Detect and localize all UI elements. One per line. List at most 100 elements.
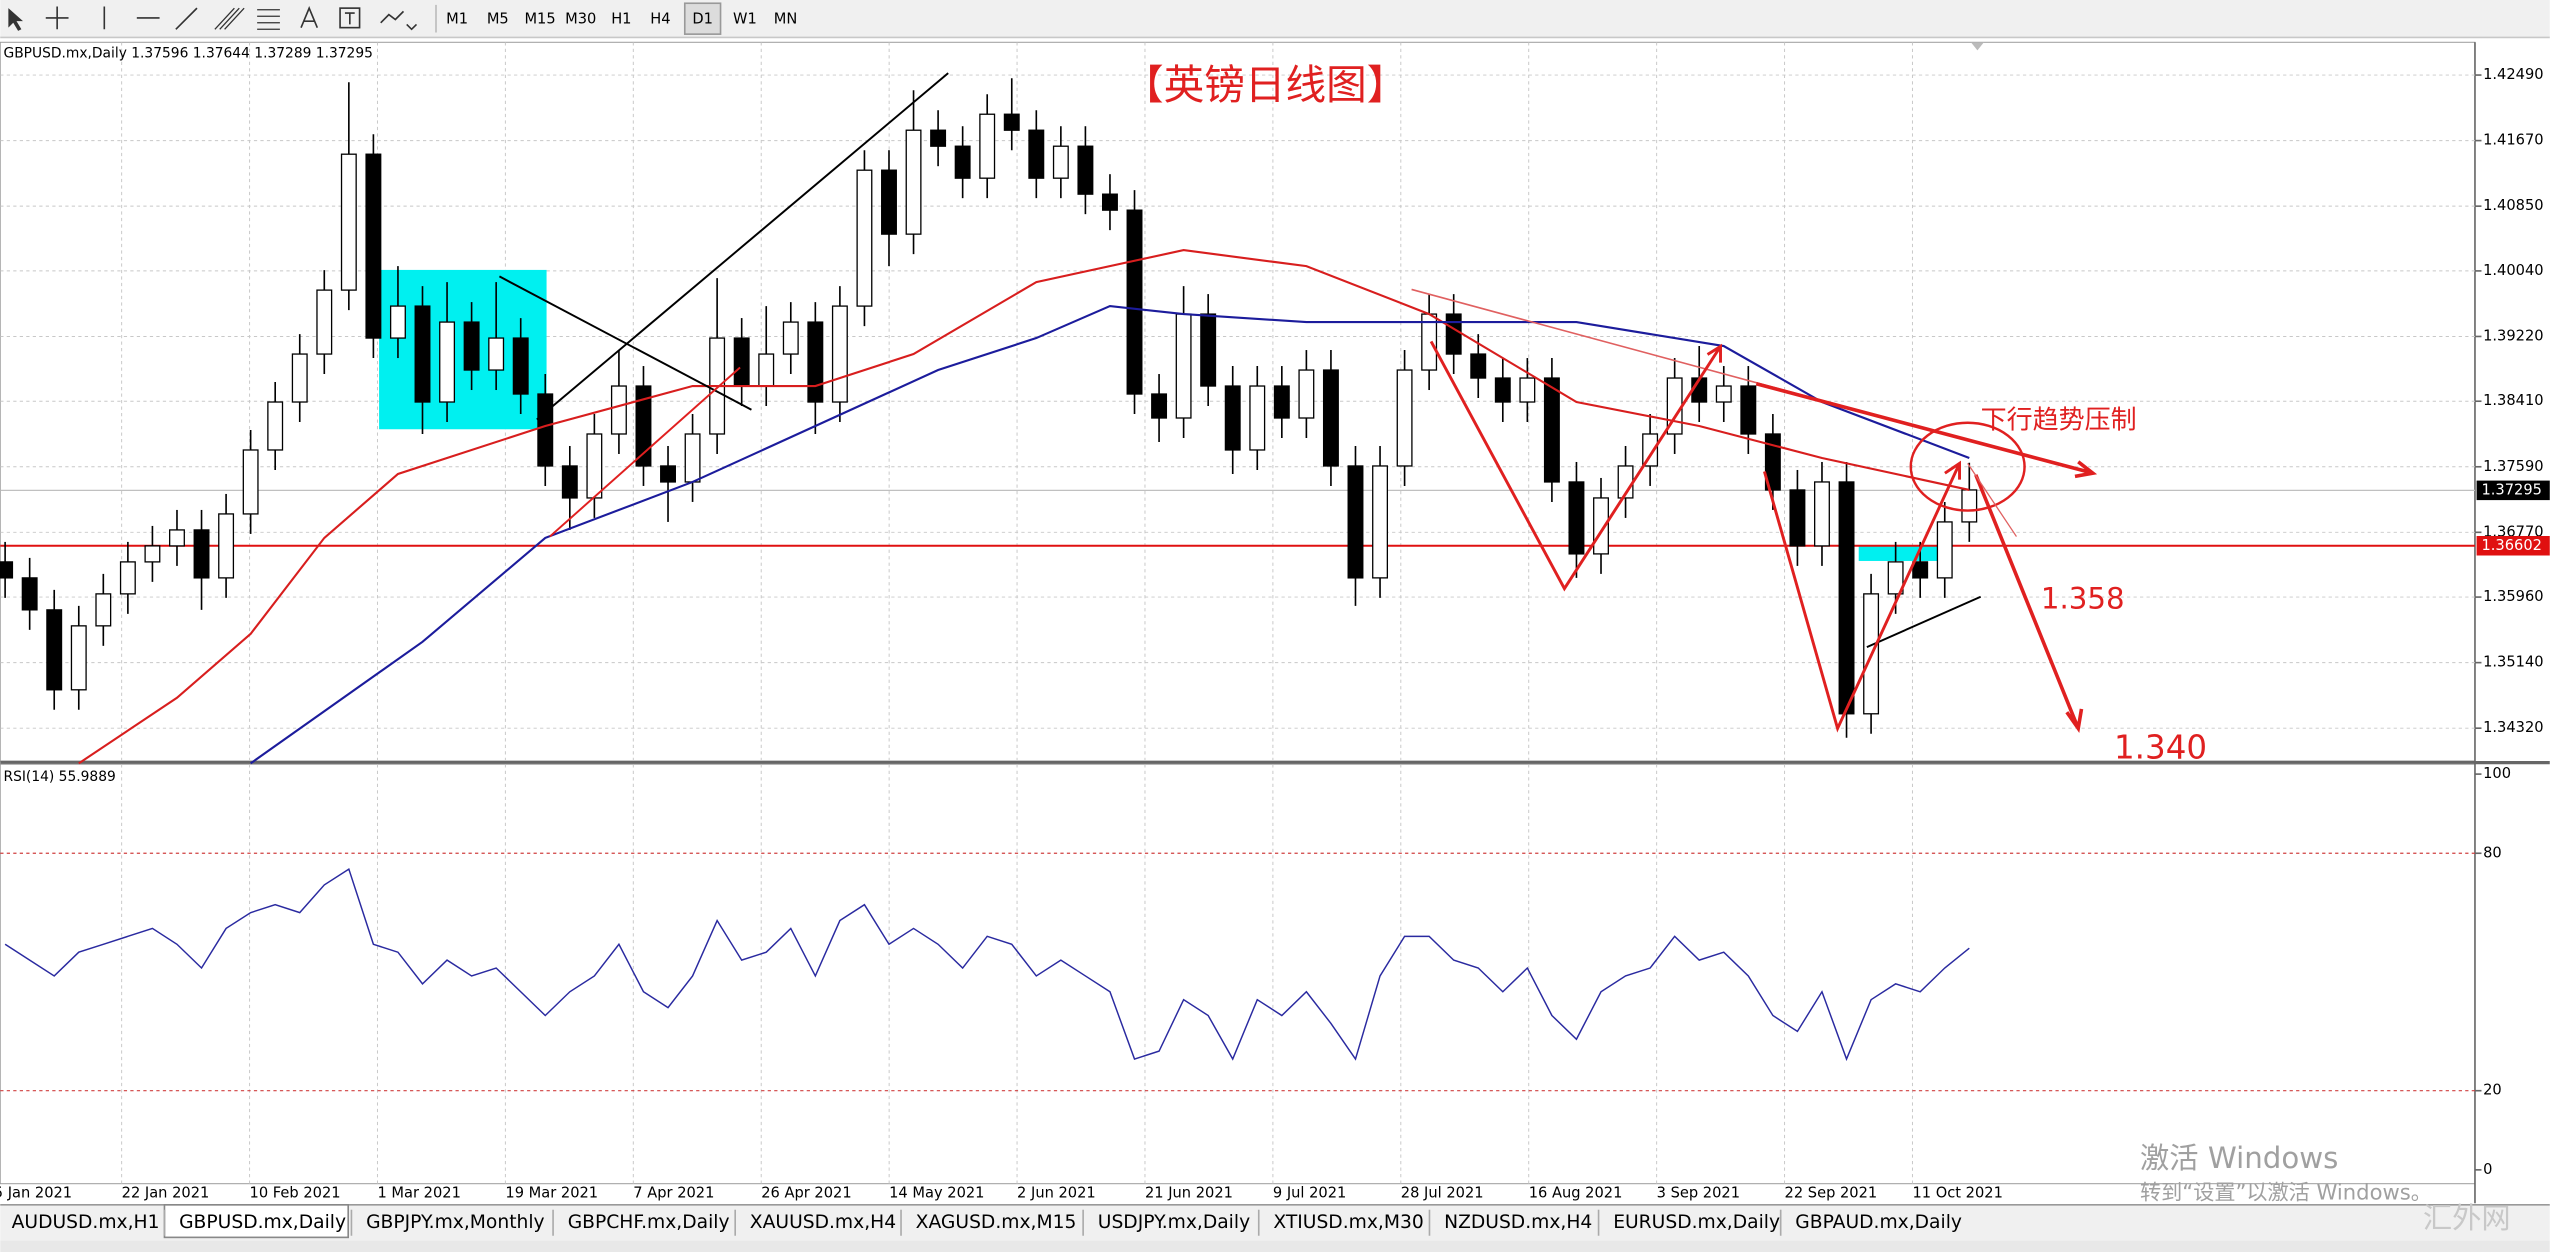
- x-tick-label: 7 Apr 2021: [633, 1184, 714, 1201]
- shapes-tool[interactable]: [380, 10, 418, 31]
- label-tool[interactable]: [339, 7, 361, 29]
- x-tick-label: 21 Jun 2021: [1145, 1184, 1233, 1201]
- y-tick-label: 1.40040: [2483, 262, 2543, 279]
- chart-tab[interactable]: XAUUSD.mx,H4: [750, 1212, 896, 1233]
- candle-body: [1568, 481, 1585, 555]
- candle-body: [340, 153, 357, 291]
- x-tick-label: 14 May 2021: [889, 1184, 984, 1201]
- chart-tab[interactable]: GBPAUD.mx,Daily: [1795, 1212, 1962, 1233]
- candle-body: [1003, 113, 1020, 131]
- candle-body: [1642, 433, 1659, 467]
- candle-body: [267, 401, 284, 451]
- candle-body: [1764, 433, 1781, 491]
- candle-body: [1789, 489, 1806, 547]
- candle-body: [463, 321, 480, 371]
- candle-body: [881, 169, 897, 235]
- candle-body: [1347, 465, 1364, 579]
- candle-body: [488, 337, 505, 371]
- x-tick-label: 16 Aug 2021: [1529, 1184, 1623, 1201]
- candle-body: [1494, 377, 1511, 403]
- chart-tab[interactable]: XAGUSD.mx,M15: [916, 1212, 1077, 1233]
- timeframe-button[interactable]: MN: [774, 11, 798, 28]
- arrow-drawing: [1755, 382, 2098, 479]
- ellipse-drawing: [1909, 421, 2026, 512]
- arrow-drawing: [1763, 460, 1961, 733]
- annotation: 下行趋势压制: [1981, 406, 2137, 436]
- y-tick-label: 1.42490: [2483, 66, 2543, 83]
- crosshair-tool[interactable]: [45, 6, 69, 30]
- chart-tab[interactable]: USDJPY.mx,Daily: [1098, 1212, 1250, 1233]
- candle-body: [1543, 377, 1560, 483]
- candle-body: [1101, 193, 1118, 211]
- candle-body: [95, 593, 112, 627]
- candle-body: [1322, 369, 1339, 467]
- candle-body: [1912, 561, 1929, 579]
- y-tick-label: 100: [2483, 765, 2511, 782]
- trendline-drawing: [498, 275, 752, 411]
- cursor-tool[interactable]: [8, 8, 23, 31]
- timeframe-button[interactable]: M5: [487, 11, 509, 28]
- y-tick-label: 1.35960: [2483, 588, 2543, 605]
- chart-tab[interactable]: AUDUSD.mx,H1: [12, 1212, 160, 1233]
- x-tick-label: 2 Jun 2021: [1017, 1184, 1096, 1201]
- candle-body: [512, 337, 529, 395]
- trendline-drawing: [549, 366, 741, 538]
- timeframe-button[interactable]: M30: [565, 11, 596, 28]
- timeframe-button[interactable]: H4: [650, 11, 670, 28]
- candle-body: [242, 449, 259, 515]
- arrow-drawing: [1974, 474, 2084, 734]
- candle-body: [930, 129, 947, 147]
- candle-body: [439, 321, 456, 403]
- candle-body: [1077, 145, 1094, 195]
- price-level-label: 1.36602: [2481, 537, 2541, 554]
- candle-body: [586, 433, 603, 499]
- candle-body: [169, 529, 185, 547]
- chart-tab[interactable]: GBPCHF.mx,Daily: [568, 1212, 730, 1233]
- toolbar: M1 M5 M15 M30 H1 H4 D1 W1 MN: [0, 0, 2550, 39]
- candle-body: [561, 465, 578, 499]
- candle-body: [1028, 129, 1045, 179]
- candle-body: [733, 337, 750, 387]
- chart-tab[interactable]: XTIUSD.mx,M30: [1273, 1212, 1423, 1233]
- last-price-box: [2476, 480, 2550, 501]
- text-tool[interactable]: [300, 6, 319, 28]
- candle-body: [758, 353, 775, 387]
- y-tick-label: 80: [2483, 844, 2502, 861]
- candle-body: [1175, 313, 1192, 419]
- fibo-tool[interactable]: [257, 9, 280, 30]
- candle-body: [1151, 393, 1168, 419]
- drawings-front: [498, 72, 2098, 734]
- candle-body: [635, 385, 652, 467]
- rsi-header: RSI(14) 55.9889: [3, 769, 115, 785]
- watermark: 转到“设置”以激活 Windows。: [2140, 1179, 2432, 1204]
- candle-body: [21, 577, 38, 611]
- candle-body: [1298, 369, 1315, 419]
- timeframe-button[interactable]: H1: [611, 11, 631, 28]
- moving-average: [250, 305, 1970, 765]
- timeframe-button[interactable]: M15: [524, 11, 555, 28]
- candle-body: [1249, 385, 1266, 451]
- candle-body: [144, 545, 161, 563]
- timeframe-button[interactable]: D1: [692, 11, 713, 28]
- annotation: 1.340: [2114, 729, 2207, 767]
- chart-tab[interactable]: GBPUSD.mx,Daily: [179, 1212, 346, 1233]
- chart-tab[interactable]: GBPJPY.mx,Monthly: [366, 1212, 545, 1233]
- candle-body: [291, 353, 308, 403]
- rectangle-drawing: [1858, 546, 1947, 561]
- rsi-line: [4, 867, 1970, 1062]
- candle-body: [1519, 377, 1536, 403]
- channel-tool[interactable]: [214, 7, 245, 30]
- tab-bar-bg: [0, 1204, 2550, 1241]
- candle-body: [0, 561, 14, 579]
- timeframe-button[interactable]: M1: [446, 11, 468, 28]
- candle-body: [70, 625, 87, 691]
- chart-tab[interactable]: NZDUSD.mx,H4: [1444, 1212, 1592, 1233]
- candle-body: [905, 129, 922, 235]
- x-tick-label: 11 Oct 2021: [1912, 1184, 2002, 1201]
- trendline-tool[interactable]: [175, 7, 198, 30]
- x-tick-label: 28 Jul 2021: [1401, 1184, 1484, 1201]
- trendline-drawing: [1967, 463, 2017, 537]
- chart-tab[interactable]: EURUSD.mx,Daily: [1613, 1212, 1780, 1233]
- timeframe-button[interactable]: W1: [733, 11, 757, 28]
